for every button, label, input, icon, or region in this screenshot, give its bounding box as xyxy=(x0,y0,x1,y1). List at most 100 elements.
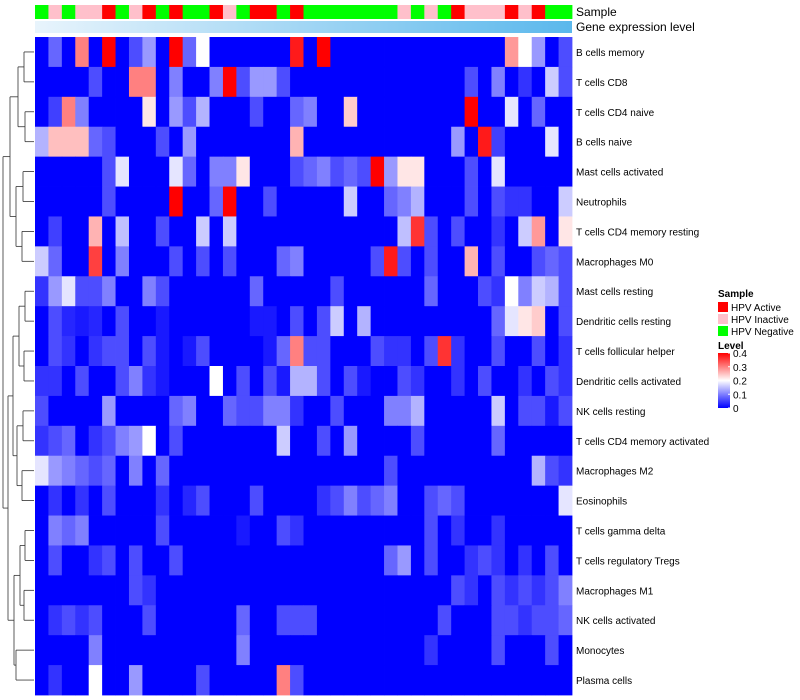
heatmap-cell xyxy=(384,216,398,247)
heatmap-cell xyxy=(410,126,425,158)
heatmap-cell xyxy=(504,216,519,247)
heatmap-cell xyxy=(88,306,103,337)
heatmap-cell xyxy=(531,306,546,337)
heatmap-cell xyxy=(303,156,318,187)
heatmap-cell xyxy=(236,485,251,516)
heatmap-cell xyxy=(357,425,372,457)
heatmap-cell xyxy=(61,37,76,68)
heatmap-cell xyxy=(182,306,197,337)
heatmap-cell xyxy=(316,455,331,487)
heatmap-cell xyxy=(397,665,412,696)
heatmap-cell xyxy=(531,66,546,98)
heatmap-cell xyxy=(384,186,398,217)
heatmap-cell xyxy=(35,216,49,247)
heatmap-cell xyxy=(330,395,345,427)
heatmap-cell xyxy=(343,66,358,98)
heatmap-cell xyxy=(370,455,385,487)
heatmap-cell xyxy=(88,156,103,187)
heatmap-cell xyxy=(343,635,358,666)
heatmap-cell xyxy=(196,366,210,397)
heatmap-cell xyxy=(357,336,372,367)
heatmap-cell xyxy=(330,425,345,457)
heatmap-cell xyxy=(142,246,157,277)
heatmap-cell xyxy=(384,366,398,397)
heatmap-cell xyxy=(236,306,251,337)
heatmap-cell xyxy=(397,425,412,457)
heatmap-cell xyxy=(61,366,76,397)
heatmap-cell xyxy=(182,96,197,128)
heatmap-cell xyxy=(478,126,492,158)
heatmap-cell xyxy=(102,515,116,546)
heatmap-cell xyxy=(61,156,76,187)
heatmap-cell xyxy=(263,395,278,427)
sample-cell xyxy=(48,5,63,19)
heatmap-cell xyxy=(437,66,452,98)
heatmap-cell xyxy=(330,306,345,337)
heatmap-cell xyxy=(410,605,425,636)
heatmap-cell xyxy=(464,126,479,158)
heatmap-cell xyxy=(61,246,76,277)
sample-cell xyxy=(518,5,533,19)
heatmap-cell xyxy=(357,306,372,337)
heatmap-cell xyxy=(236,366,251,397)
heatmap-cell xyxy=(303,216,318,247)
heatmap-cell xyxy=(88,665,103,696)
heatmap-cell xyxy=(330,605,345,636)
heatmap-cell xyxy=(424,156,439,187)
heatmap-cell xyxy=(196,605,210,636)
heatmap-cell xyxy=(316,575,331,606)
heatmap-cell xyxy=(35,455,49,487)
heatmap-cell xyxy=(518,156,533,187)
heatmap-cell xyxy=(370,515,385,546)
heatmap-cell xyxy=(222,186,237,217)
heatmap-cell xyxy=(75,216,90,247)
heatmap-cell xyxy=(303,665,318,696)
heatmap-cell xyxy=(75,605,90,636)
heatmap-cell xyxy=(142,545,157,576)
heatmap-cell xyxy=(290,246,304,277)
heatmap-cell xyxy=(343,216,358,247)
heatmap-cell xyxy=(48,276,63,307)
heatmap-cell xyxy=(48,126,63,158)
heatmap-cell xyxy=(88,575,103,606)
heatmap-cell xyxy=(88,126,103,158)
heatmap-cell xyxy=(424,336,439,367)
heatmap-cell xyxy=(249,306,264,337)
heatmap-cell xyxy=(384,246,398,277)
heatmap-cell xyxy=(35,37,49,68)
sample-cell xyxy=(478,5,492,19)
heatmap-cell xyxy=(249,246,264,277)
heatmap-cell xyxy=(464,575,479,606)
heatmap-cell xyxy=(115,665,130,696)
heatmap-cell xyxy=(276,545,291,576)
heatmap-cell xyxy=(88,366,103,397)
heatmap-cell xyxy=(330,336,345,367)
heatmap-cell xyxy=(303,66,318,98)
heatmap-cell xyxy=(330,276,345,307)
heatmap-cell xyxy=(169,605,184,636)
heatmap-cell xyxy=(303,37,318,68)
heatmap-cell xyxy=(451,336,465,367)
heatmap-cell xyxy=(222,395,237,427)
heatmap-cell xyxy=(88,246,103,277)
heatmap-cell xyxy=(504,336,519,367)
heatmap-cell xyxy=(504,395,519,427)
heatmap-cell xyxy=(249,186,264,217)
heatmap-cell xyxy=(75,246,90,277)
heatmap-cell xyxy=(437,366,452,397)
heatmap-cell xyxy=(236,66,251,98)
heatmap-cell xyxy=(531,635,546,666)
heatmap-cell xyxy=(48,156,63,187)
sample-legend-label: HPV Negative xyxy=(731,327,794,338)
heatmap-cell xyxy=(410,156,425,187)
heatmap-cell xyxy=(330,575,345,606)
heatmap-cell xyxy=(545,186,559,217)
heatmap-cell xyxy=(290,216,304,247)
heatmap-cell xyxy=(424,216,439,247)
heatmap-cell xyxy=(303,96,318,128)
heatmap-cell xyxy=(424,66,439,98)
heatmap-cell xyxy=(196,485,210,516)
heatmap-cell xyxy=(410,276,425,307)
heatmap-cell xyxy=(330,156,345,187)
